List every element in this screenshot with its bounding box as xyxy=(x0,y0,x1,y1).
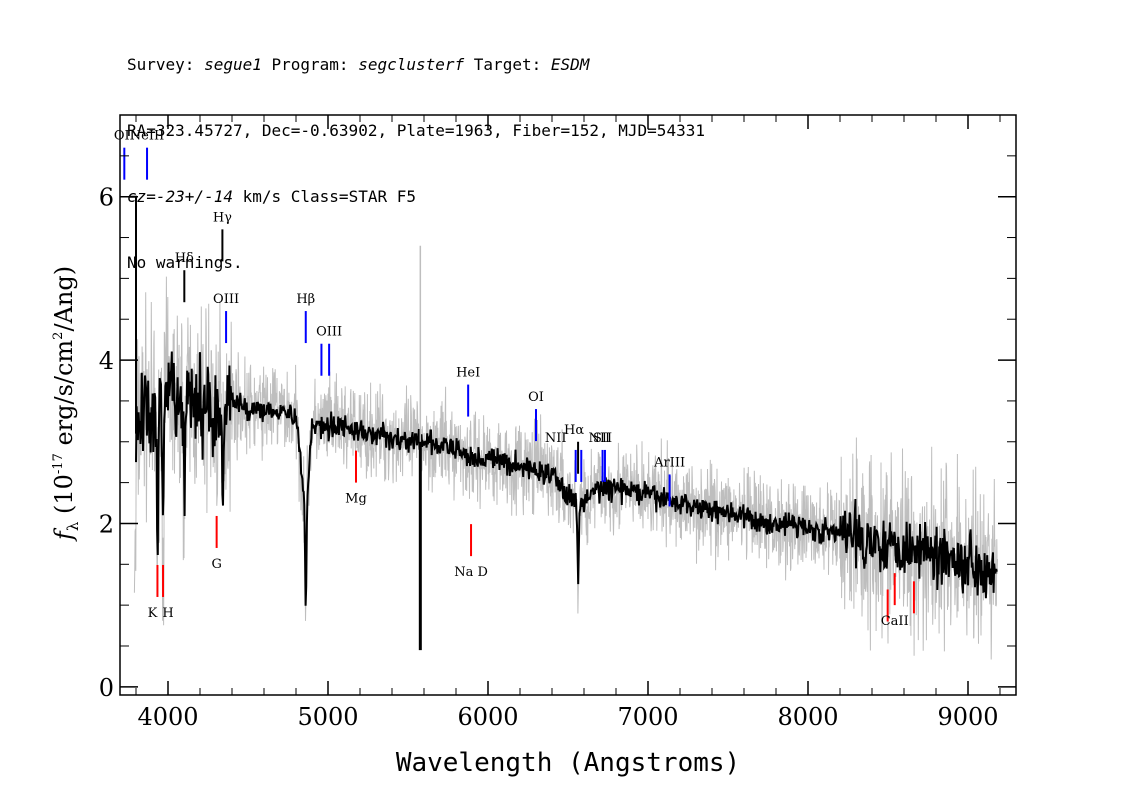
emission-line-label: OIII xyxy=(316,325,342,340)
y-tick-label: 4 xyxy=(99,347,114,375)
y-axis-label: fλ (10-17 erg/s/cm2/Ang) xyxy=(50,266,82,542)
noise-spectrum-line xyxy=(133,276,998,660)
absorption-line-label: CaII xyxy=(881,614,909,629)
y-tick-label: 0 xyxy=(99,674,114,702)
y-axis-label-part: erg/s/cm xyxy=(50,340,78,454)
x-tick-label: 9000 xyxy=(937,703,998,731)
emission-line-label: OII xyxy=(114,129,135,144)
y-tick-label: 2 xyxy=(99,510,114,538)
survey-label: Survey: xyxy=(127,55,205,74)
emission-line-label: Hβ xyxy=(296,292,315,307)
y-axis-label-part: -17 xyxy=(51,453,66,474)
header-line-coords: RA=323.45727, Dec=-0.63902, Plate=1963, … xyxy=(127,121,705,140)
x-tick-label: 6000 xyxy=(457,703,518,731)
emission-line-label: HeI xyxy=(456,366,480,381)
absorption-line-label: H xyxy=(162,606,173,621)
x-tick-label: 7000 xyxy=(617,703,678,731)
target-label: Target: xyxy=(464,55,551,74)
redshift-units: km/s Class=STAR F5 xyxy=(232,187,416,206)
header-line-survey: Survey: segue1 Program: segclusterf Targ… xyxy=(127,54,705,76)
spectrum-header: Survey: segue1 Program: segclusterf Targ… xyxy=(127,10,705,296)
x-tick-label: 5000 xyxy=(297,703,358,731)
absorption-line-label: G xyxy=(211,557,221,572)
target-value: ESDM xyxy=(550,55,590,74)
y-axis-label-part: (10 xyxy=(50,474,78,522)
y-axis-label-part: /Ang) xyxy=(50,266,78,332)
emission-line-label: Hγ xyxy=(213,210,232,225)
emission-line-label: NII xyxy=(545,431,567,446)
emission-line-label: SII xyxy=(593,431,612,446)
emission-line-label: NeIII xyxy=(130,129,164,144)
redshift-value: cz=-23+/-14 xyxy=(127,187,233,206)
emission-line-label: Hα xyxy=(564,423,584,438)
flux-spike-line xyxy=(129,195,137,434)
header-line-redshift: cz=-23+/-14 km/s Class=STAR F5 xyxy=(127,186,705,208)
emission-line-label: OIII xyxy=(213,292,239,307)
x-tick-label: 8000 xyxy=(777,703,838,731)
plot-frame xyxy=(119,114,1017,696)
emission-line-label: Hδ xyxy=(175,251,194,266)
program-value: segclusterf xyxy=(358,55,465,74)
flux-spectrum-line xyxy=(135,351,998,606)
y-axis-label-part: 2 xyxy=(51,332,66,340)
program-label: Program: xyxy=(261,55,359,74)
emission-line-label: OI xyxy=(528,390,544,405)
x-tick-label: 4000 xyxy=(137,703,198,731)
y-tick-label: 6 xyxy=(99,184,114,212)
y-axis-label-part: λ xyxy=(64,521,82,531)
absorption-line-label: Mg xyxy=(345,492,367,507)
absorption-line-label: K xyxy=(148,606,158,621)
survey-value: segue1 xyxy=(204,55,262,74)
axes: 4000 5000 6000 7000 8000 9000 0 2 4 6 xyxy=(99,115,1016,731)
absorption-line-label: Na D xyxy=(454,565,488,580)
emission-line-label: ArIII xyxy=(653,455,685,470)
x-axis-label: Wavelength (Angstroms) xyxy=(396,748,740,778)
emission-line-label: NII xyxy=(588,431,610,446)
